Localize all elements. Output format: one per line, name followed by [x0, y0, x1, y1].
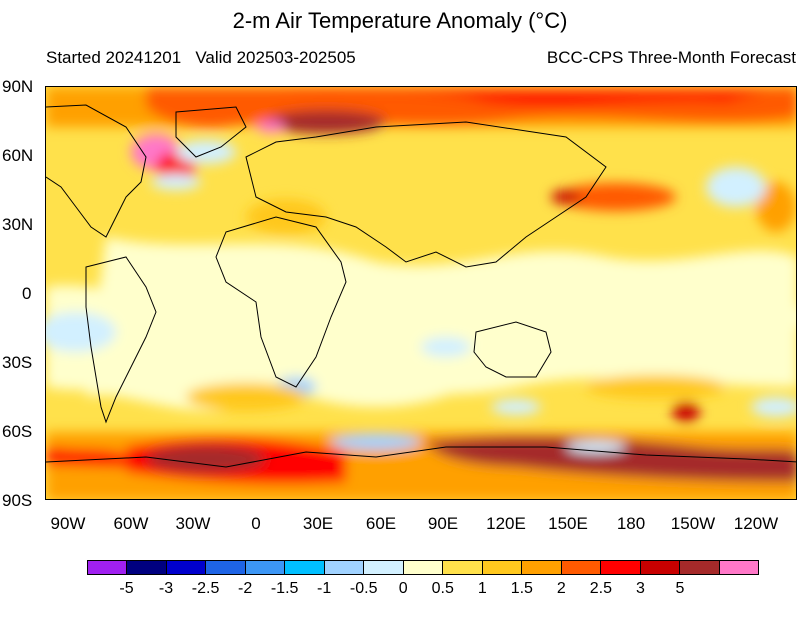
- lon-label-90e: 90E: [427, 514, 459, 533]
- forecast-source: BCC-CPS Three-Month Forecast: [546, 48, 796, 67]
- colorbar-label: 1: [477, 580, 487, 597]
- colorbar-swatch: [245, 561, 286, 574]
- colorbar-swatch: [324, 561, 365, 574]
- lon-label-180: 180: [616, 514, 646, 533]
- colorbar-swatch: [403, 561, 444, 574]
- lat-label-60n: 60N: [2, 146, 34, 165]
- coastlines: [46, 104, 796, 468]
- colorbar-label: -1.5: [270, 580, 299, 597]
- lon-label-30e: 30E: [302, 514, 334, 533]
- colorbar-swatch: [88, 561, 128, 574]
- lat-label-eq: 0: [22, 284, 32, 303]
- lon-label-120w: 120W: [733, 514, 779, 533]
- colorbar-label: -2: [237, 580, 253, 597]
- colorbar-label: -2.5: [191, 580, 220, 597]
- colorbar-label: 0.5: [431, 580, 454, 597]
- colorbar-label: -1: [317, 580, 332, 597]
- chart-title: 2-m Air Temperature Anomaly (°C): [232, 8, 568, 33]
- lat-label-30s: 30S: [2, 353, 33, 372]
- colorbar-swatch: [285, 561, 325, 574]
- colorbar-swatch: [206, 561, 246, 574]
- colorbar-label: 2.5: [589, 580, 612, 597]
- lon-label-0: 0: [251, 514, 261, 533]
- start-date: Started 20241201: [46, 48, 182, 67]
- lat-label-30n: 30N: [2, 215, 34, 234]
- temperature-anomaly-map: [45, 86, 797, 500]
- colorbar-swatch: [166, 561, 207, 574]
- lon-label-30w: 30W: [175, 514, 211, 533]
- lon-label-150w: 150W: [670, 514, 716, 533]
- lon-label-60e: 60E: [365, 514, 397, 533]
- colorbar-swatch: [601, 561, 641, 574]
- lat-label-90n: 90N: [2, 77, 34, 96]
- colorbar-swatch: [127, 561, 167, 574]
- colorbar-swatch: [561, 561, 602, 574]
- map-svg: [46, 87, 796, 499]
- colorbar-label: 2: [556, 580, 566, 597]
- colorbar-swatch: [364, 561, 404, 574]
- lon-label-120e: 120E: [486, 514, 526, 533]
- colorbar-swatch: [719, 561, 758, 574]
- anomaly-field: [46, 87, 796, 499]
- lon-label-60w: 60W: [113, 514, 149, 533]
- colorbar-swatch: [443, 561, 483, 574]
- colorbar-label: 1.5: [510, 580, 533, 597]
- colorbar-swatch: [640, 561, 681, 574]
- colorbar-label: 0: [398, 580, 408, 597]
- colorbar-label: -3: [158, 580, 174, 597]
- run-info: Started 20241201 Valid 202503-202505: [46, 48, 356, 68]
- colorbar: [87, 560, 759, 575]
- colorbar-swatch: [522, 561, 562, 574]
- lon-label-90w: 90W: [50, 514, 86, 533]
- colorbar-swatch: [680, 561, 720, 574]
- colorbar-swatch: [482, 561, 523, 574]
- lon-label-150e: 150E: [548, 514, 588, 533]
- colorbar-label: 5: [675, 580, 685, 597]
- colorbar-label: 3: [635, 580, 645, 597]
- lat-label-60s: 60S: [2, 422, 33, 441]
- valid-period: Valid 202503-202505: [195, 48, 356, 67]
- colorbar-label: -0.5: [349, 580, 378, 597]
- colorbar-label: -5: [119, 580, 134, 597]
- lat-label-90s: 90S: [2, 491, 33, 510]
